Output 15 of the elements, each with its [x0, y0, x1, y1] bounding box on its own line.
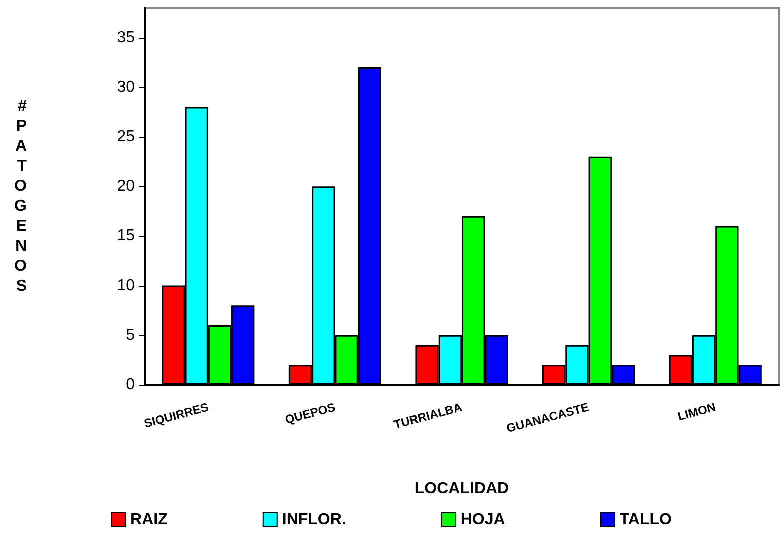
y-tick-label: 10: [117, 277, 136, 294]
y-tick-label: 0: [126, 376, 136, 394]
y-tick-label: 5: [126, 326, 136, 344]
text: #PATOGENOS: [14, 98, 27, 295]
x-axis-title: LOCALIDAD: [414, 480, 510, 498]
legend-label: RAIZ: [130, 512, 168, 528]
legend-label: HOJA: [460, 512, 506, 528]
legend-label: TALLO: [620, 512, 672, 528]
y-tick-label: 20: [117, 178, 136, 196]
y-tick-label: 35: [117, 29, 136, 46]
x-tick-label: LIMON: [676, 400, 718, 424]
y-tick-label: 25: [117, 128, 136, 146]
legend-label: INFLOR.: [282, 512, 346, 528]
y-tick-label: 30: [117, 78, 136, 96]
y-tick-label: 15: [117, 228, 136, 245]
